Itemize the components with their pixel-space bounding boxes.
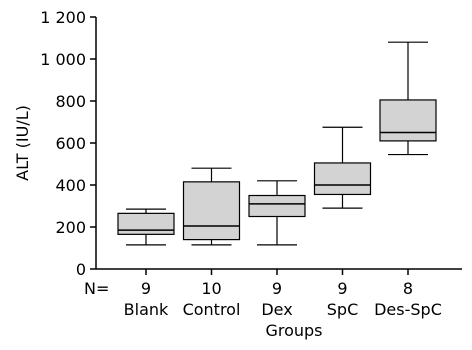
x-tick-label: Blank [124,300,169,319]
n-value: 9 [272,279,282,298]
y-tick-label: 1 200 [40,8,86,27]
box-iqr [182,181,241,241]
n-value: 9 [141,279,151,298]
box-spc [313,126,372,209]
box-iqr [117,212,175,235]
n-value: 10 [201,279,221,298]
box-dex [248,180,306,246]
box-blank [117,208,175,246]
n-value: 9 [337,279,347,298]
x-tick-label: Des-SpC [374,300,442,319]
x-tick-label: Dex [261,300,292,319]
box-iqr [248,194,306,218]
y-tick-label: 800 [55,92,86,111]
x-axis-label: Groups [265,321,322,340]
box-series [117,41,437,246]
x-tick-label: Control [183,300,241,319]
box-control [182,167,241,246]
y-tick-label: 0 [76,260,86,279]
y-axis-label: ALT (IU/L) [13,105,32,181]
box-des-spc [379,41,437,156]
n-label: N= [84,279,109,298]
y-axis: 0 200 400 600 800 1 000 1 200 [40,8,97,279]
y-tick-label: 1 000 [40,50,86,69]
y-tick-label: 400 [55,176,86,195]
box-iqr [379,99,437,142]
box-iqr [313,162,372,196]
y-tick-label: 600 [55,134,86,153]
x-tick-label: SpC [327,300,358,319]
x-axis: N= 9 Blank 10 Control 9 Dex 9 SpC 8 Des-SpC [84,268,462,319]
n-value: 8 [403,279,413,298]
y-tick-label: 200 [55,218,86,237]
